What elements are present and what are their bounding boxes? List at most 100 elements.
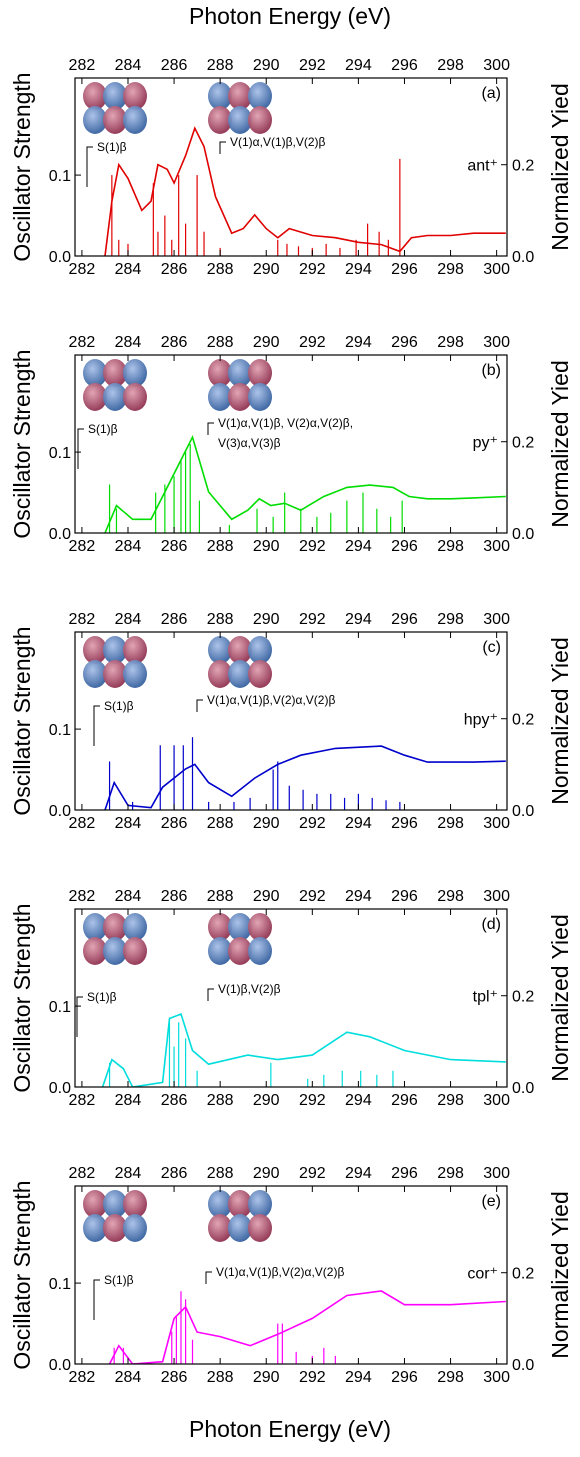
orbital-lobe — [103, 636, 127, 664]
x-tick-label: 284 — [115, 1369, 142, 1386]
x-tick-label: 288 — [207, 261, 234, 278]
x-top-tick-label: 288 — [207, 1165, 234, 1182]
x-top-tick-label: 282 — [69, 1165, 96, 1182]
x-top-tick-label: 298 — [437, 334, 464, 351]
y2-axis-title: Normalized Yied — [547, 637, 573, 804]
orbital-lobe — [208, 913, 232, 941]
plot-frame — [74, 908, 508, 1088]
orbital-lobe — [123, 383, 147, 411]
x-tick-label: 286 — [161, 815, 188, 832]
y-tick-label: 0.1 — [49, 722, 71, 739]
orbital-lobe — [103, 359, 127, 387]
x-top-tick-label: 300 — [483, 1165, 510, 1182]
x-tick-label: 290 — [253, 261, 280, 278]
x-tick-label: 286 — [161, 261, 188, 278]
orbital-lobe — [123, 913, 147, 941]
x-top-tick-label: 294 — [345, 611, 372, 628]
x-tick-label: 294 — [345, 261, 372, 278]
annotation: S(1)β — [104, 699, 134, 713]
x-top-tick-label: 282 — [69, 611, 96, 628]
y2-axis-title: Normalized Yied — [547, 1191, 573, 1358]
orbital-lobe — [83, 383, 107, 411]
orbital-lobe — [228, 82, 252, 110]
y2-tick-label: 0.2 — [512, 712, 534, 729]
x-tick-label: 290 — [253, 1369, 280, 1386]
orbital-image — [83, 359, 147, 411]
x-top-tick-label: 294 — [345, 334, 372, 351]
x-top-tick-label: 290 — [253, 611, 280, 628]
orbital-image — [83, 82, 147, 134]
annotation-leader — [219, 141, 226, 154]
orbital-lobe — [103, 82, 127, 110]
x-top-tick-label: 296 — [391, 57, 418, 74]
x-top-tick-label: 290 — [253, 888, 280, 905]
x-tick-label: 296 — [391, 815, 418, 832]
orbital-image — [83, 1190, 147, 1242]
x-tick-label: 286 — [161, 1369, 188, 1386]
orbital-lobe — [228, 359, 252, 387]
annotation-leader — [77, 428, 84, 469]
x-tick-label: 284 — [115, 261, 142, 278]
x-tick-label: 294 — [345, 538, 372, 555]
plot-frame — [74, 77, 508, 257]
x-top-tick-label: 292 — [299, 334, 326, 351]
orbital-lobe — [83, 359, 107, 387]
yield-line — [104, 435, 506, 533]
orbital-image — [208, 636, 272, 688]
y2-tick-label: 0.2 — [512, 158, 534, 175]
orbital-image — [208, 1190, 272, 1242]
y2-tick-label: 0.0 — [512, 1357, 534, 1374]
y-tick-label: 0.1 — [49, 445, 71, 462]
x-tick-label: 290 — [253, 1092, 280, 1109]
x-top-tick-label: 288 — [207, 334, 234, 351]
x-tick-label: 288 — [207, 1369, 234, 1386]
orbital-lobe — [248, 913, 272, 941]
x-tick-label: 282 — [69, 1092, 96, 1109]
orbital-lobe — [248, 660, 272, 688]
x-top-tick-label: 282 — [69, 57, 96, 74]
orbital-image — [208, 82, 272, 134]
orbital-lobe — [208, 82, 232, 110]
orbital-lobe — [228, 913, 252, 941]
y2-tick-label: 0.0 — [512, 249, 534, 266]
yield-line — [104, 745, 506, 810]
orbital-lobe — [103, 1214, 127, 1242]
orbital-lobe — [228, 636, 252, 664]
y2-tick-label: 0.0 — [512, 803, 534, 820]
x-top-tick-label: 294 — [345, 888, 372, 905]
orbital-image — [208, 359, 272, 411]
x-tick-label: 296 — [391, 1092, 418, 1109]
orbital-lobe — [123, 1190, 147, 1218]
y-tick-label: 0.0 — [49, 526, 71, 543]
x-tick-label: 298 — [437, 261, 464, 278]
x-tick-label: 298 — [437, 538, 464, 555]
molecule-label: cor⁺ — [467, 1266, 498, 1283]
orbital-lobe — [123, 359, 147, 387]
x-tick-label: 292 — [299, 261, 326, 278]
orbital-lobe — [83, 636, 107, 664]
orbital-lobe — [228, 1214, 252, 1242]
x-top-tick-label: 284 — [115, 611, 142, 628]
x-top-tick-label: 286 — [161, 611, 188, 628]
orbital-lobe — [83, 1214, 107, 1242]
x-top-tick-label: 296 — [391, 611, 418, 628]
y-axis-title: Oscillator Strength — [9, 72, 35, 261]
x-top-tick-label: 300 — [483, 888, 510, 905]
x-top-tick-label: 284 — [115, 888, 142, 905]
orbital-lobe — [83, 106, 107, 134]
x-tick-label: 290 — [253, 538, 280, 555]
y2-tick-label: 0.2 — [512, 435, 534, 452]
x-tick-label: 294 — [345, 1092, 372, 1109]
annotation: S(1)β — [87, 990, 117, 1004]
y-tick-label: 0.0 — [49, 803, 71, 820]
y-axis-title: Oscillator Strength — [9, 626, 35, 815]
annotation-leader — [76, 996, 83, 1037]
y2-tick-label: 0.0 — [512, 526, 534, 543]
x-top-tick-label: 298 — [437, 57, 464, 74]
x-top-tick-label: 298 — [437, 1165, 464, 1182]
x-tick-label: 296 — [391, 1369, 418, 1386]
y-tick-label: 0.0 — [49, 1357, 71, 1374]
orbital-lobe — [208, 106, 232, 134]
y-axis-title: Oscillator Strength — [9, 349, 35, 538]
